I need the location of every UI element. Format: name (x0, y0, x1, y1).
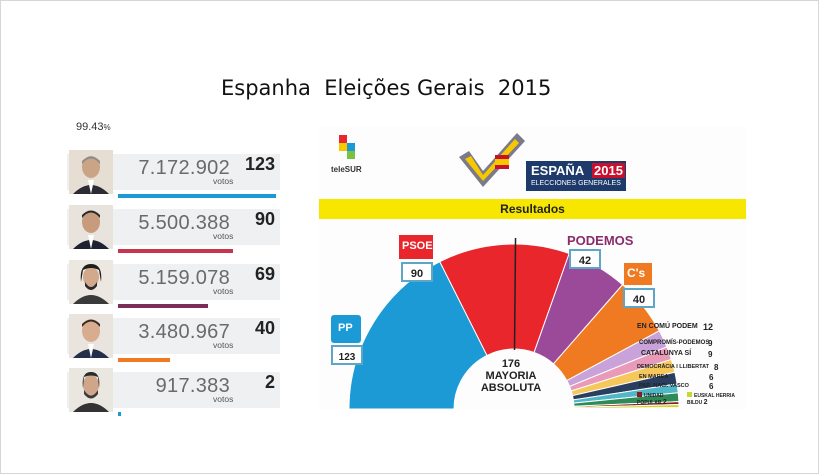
legend-value: 2 (662, 399, 667, 406)
checkmark-flag-icon (459, 133, 525, 187)
seat-label-cs: 40 (623, 288, 655, 308)
vote-bar (118, 304, 208, 308)
votes-count: 917.383 (155, 375, 230, 397)
seat-value: 123 (338, 352, 356, 363)
legend-value: 9 (708, 339, 713, 348)
badge-title: ESPAÑA (531, 163, 585, 178)
majority-line1: MAYORIA (485, 370, 537, 382)
seat-segment-euskal-herria-bildu (573, 404, 680, 409)
counted-percentage: 99.43% (76, 121, 111, 133)
election-badge: ESPAÑA 2015 ELECCIONES GENERALES (526, 161, 626, 191)
seats-count: 40 (254, 318, 275, 338)
results-banner: Resultados (319, 199, 746, 219)
seats-count: 123 (244, 154, 275, 174)
vote-bar (118, 412, 121, 416)
vote-bar (118, 194, 276, 198)
seats-count: 2 (264, 372, 275, 392)
badge-subtitle: ELECCIONES GENERALES (531, 180, 621, 187)
votes-label: votos (213, 340, 234, 350)
seats-count: 69 (254, 264, 275, 284)
legend-name: EUSKAL HERRIA BILDU (687, 393, 735, 406)
votes-count: 5.159.078 (138, 267, 230, 289)
legend-item: CATALUNYA SÍ 9 (641, 350, 745, 359)
counted-value: 99.43 (76, 121, 104, 133)
brand-name: teleSUR (331, 165, 362, 174)
candidate-portrait-icon (69, 314, 113, 358)
party-row: 917.383 votos 2 (67, 368, 280, 422)
party-row: 5.500.388 votos 90 (67, 205, 280, 259)
badge-year: 2015 (592, 163, 625, 178)
seat-label-psoe: 90 (401, 262, 433, 282)
results-infographic: teleSUR ESPAÑA 2015 ELECCIONES GENERALES… (319, 127, 746, 409)
legend-value: 2 (703, 399, 708, 406)
votes-count: 7.172.902 (138, 157, 230, 179)
seat-label-podemos: 42 (569, 249, 601, 269)
legend-name: EN MAREA (639, 374, 669, 380)
legend-item: EUSKAL HERRIA BILDU 2 (687, 392, 745, 406)
party-row: 5.159.078 votos 69 (67, 260, 280, 314)
cs-logo-text: C's (627, 266, 646, 280)
votes-label: votos (213, 176, 234, 186)
telesur-logo-icon (339, 135, 355, 159)
page-title: Espanha Eleições Gerais 2015 (221, 76, 552, 100)
legend-value: 6 (709, 373, 714, 382)
seat-label-pp: 123 (331, 345, 363, 365)
seat-segment-psoe (439, 243, 570, 357)
votes-label: votos (213, 394, 234, 404)
cs-logo: C's (624, 263, 652, 285)
hemicycle-center (455, 350, 573, 409)
legend-value: 8 (714, 363, 719, 372)
legend-item: EN MAREA 6 (639, 373, 745, 382)
votes-count: 5.500.388 (138, 212, 230, 234)
legend-name: UNIDAD POPULAR (637, 393, 664, 406)
candidate-portrait-icon (69, 150, 113, 194)
majority-number: 176 (501, 358, 521, 370)
podemos-logo: PODEMOS (567, 233, 634, 248)
legend-swatch (637, 392, 642, 397)
legend-item: UNIDAD POPULAR 2 (637, 392, 687, 406)
majority-label: 176 MAYORIA ABSOLUTA (471, 358, 551, 395)
candidate-portrait-icon (69, 368, 113, 412)
counted-unit: % (103, 123, 111, 132)
legend-name: PAR. NACI. VASCO (639, 383, 689, 389)
legend-name: COMPROMÍS-PODEMOS (639, 340, 710, 346)
legend-name: CATALUNYA SÍ (641, 350, 692, 357)
legend-name: EN COMÚ PODEM (637, 323, 698, 330)
psoe-logo-text: PSOE (402, 240, 433, 252)
legend-name: DEMOCRÀCIA I LLIBERTAT (637, 364, 710, 370)
legend-value: 9 (708, 350, 713, 359)
party-row: 7.172.902 votos 123 (67, 150, 280, 204)
seats-count: 90 (254, 209, 275, 229)
hemicycle-chart (348, 238, 680, 409)
pp-logo-text: PP (338, 322, 353, 334)
candidate-portrait-icon (69, 205, 113, 249)
legend-item: COMPROMÍS-PODEMOS 9 (639, 339, 745, 348)
legend-item: EN COMÚ PODEM 12 (637, 322, 745, 332)
small-party-legend: EN COMÚ PODEM 12 COMPROMÍS-PODEMOS 9 CATAL… (637, 322, 745, 409)
legend-item: PAR. NACI. VASCO 6 (639, 382, 745, 391)
votes-label: votos (213, 231, 234, 241)
votes-count: 3.480.967 (138, 321, 230, 343)
seat-value: 90 (410, 268, 424, 280)
legend-value: 6 (709, 382, 714, 391)
votes-label: votos (213, 286, 234, 296)
banner-text: Resultados (500, 202, 565, 216)
vote-bar (118, 249, 233, 253)
party-row: 3.480.967 votos 40 (67, 314, 280, 368)
psoe-logo: PSOE (399, 235, 433, 259)
legend-item: DEMOCRÀCIA I LLIBERTAT 8 (637, 363, 745, 372)
legend-value: 12 (703, 322, 714, 332)
legend-swatch (687, 392, 692, 397)
majority-line (513, 238, 517, 352)
seat-value: 40 (632, 294, 646, 306)
candidate-portrait-icon (69, 260, 113, 304)
vote-bar (118, 358, 170, 362)
majority-line2: ABSOLUTA (480, 382, 542, 394)
seat-value: 42 (578, 255, 592, 267)
pp-logo: PP (331, 315, 361, 343)
